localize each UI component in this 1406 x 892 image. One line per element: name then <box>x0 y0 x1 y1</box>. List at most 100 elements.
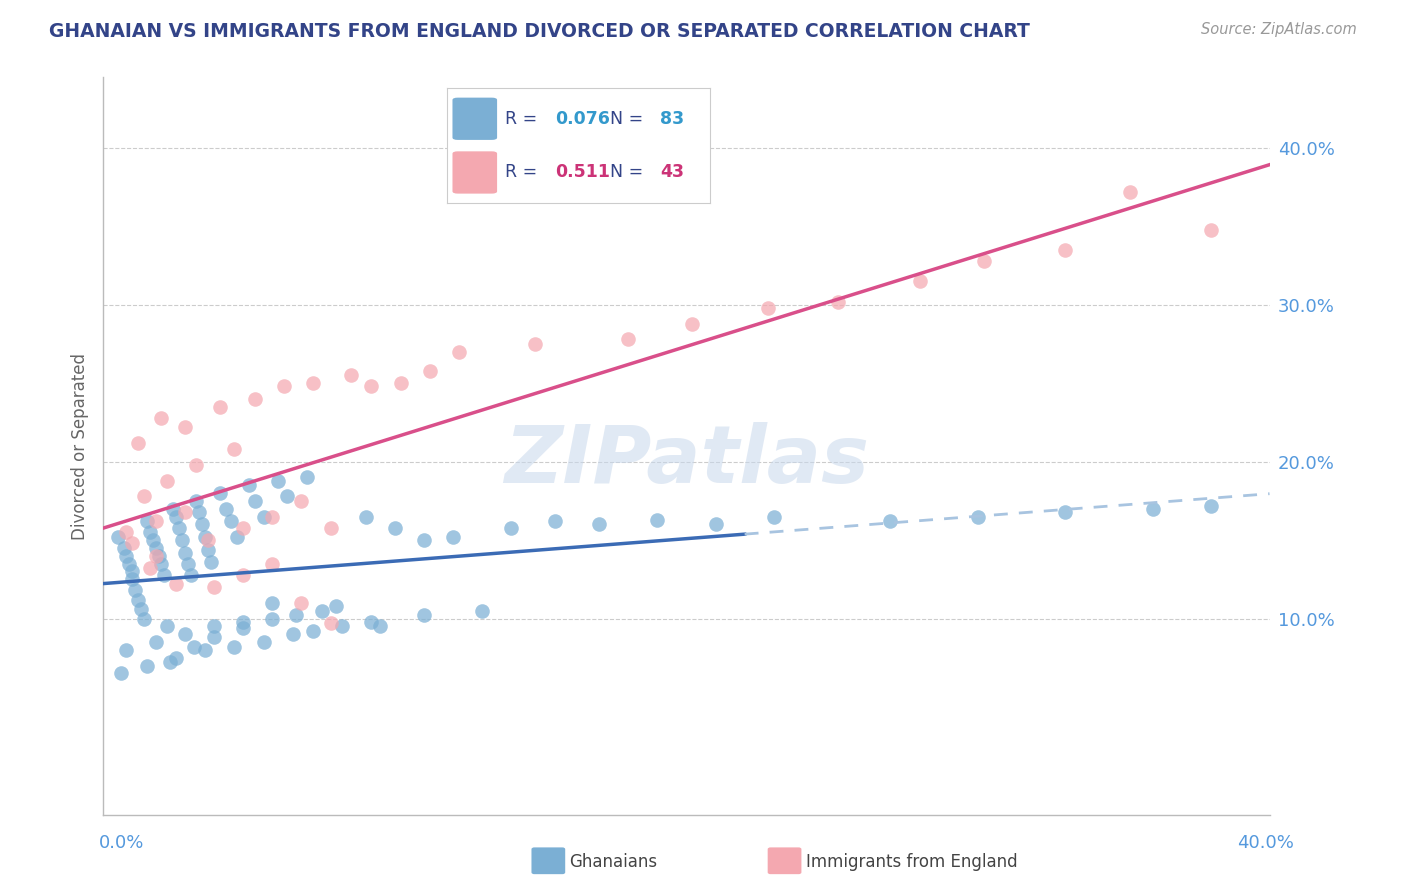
Point <box>121 565 143 579</box>
Point <box>132 611 155 625</box>
Point <box>129 602 152 616</box>
Point <box>325 599 347 613</box>
Point <box>135 514 157 528</box>
Point <box>384 520 406 534</box>
Point <box>252 635 274 649</box>
Point <box>389 376 412 391</box>
Point <box>121 536 143 550</box>
Point <box>1054 243 1077 257</box>
Point <box>167 520 190 534</box>
Text: 0.0%: 0.0% <box>98 834 143 852</box>
Point <box>340 368 363 383</box>
Point <box>224 640 246 654</box>
Point <box>121 572 143 586</box>
Point <box>412 533 434 547</box>
Point <box>232 520 254 534</box>
Point <box>107 530 129 544</box>
Point <box>145 541 167 555</box>
Point <box>756 301 779 315</box>
Point <box>115 549 138 563</box>
Point <box>252 509 274 524</box>
Text: Ghanaians: Ghanaians <box>569 853 658 871</box>
Point <box>262 611 284 625</box>
Point <box>170 533 193 547</box>
Point <box>173 420 195 434</box>
Point <box>194 530 217 544</box>
Point <box>967 509 990 524</box>
Point <box>267 474 290 488</box>
Point <box>186 458 208 472</box>
Point <box>115 643 138 657</box>
Point <box>176 557 198 571</box>
Point <box>221 514 243 528</box>
Point <box>124 583 146 598</box>
Point <box>197 533 219 547</box>
Point <box>145 549 167 563</box>
Point <box>412 608 434 623</box>
Point <box>110 666 132 681</box>
Point <box>139 561 162 575</box>
Point <box>127 592 149 607</box>
Point <box>243 392 266 406</box>
Point <box>1118 185 1140 199</box>
Point <box>276 489 298 503</box>
Point <box>368 619 391 633</box>
Text: Immigrants from England: Immigrants from England <box>806 853 1018 871</box>
Point <box>419 364 441 378</box>
Point <box>202 580 225 594</box>
Point <box>262 557 284 571</box>
Point <box>162 501 184 516</box>
Point <box>311 604 333 618</box>
Point <box>202 631 225 645</box>
Point <box>142 533 165 547</box>
Point <box>148 549 170 563</box>
Point <box>186 494 208 508</box>
Point <box>173 627 195 641</box>
Point <box>302 376 325 391</box>
Point <box>150 557 173 571</box>
Point <box>173 505 195 519</box>
Point <box>214 501 236 516</box>
Point <box>645 513 668 527</box>
Point <box>132 489 155 503</box>
Point <box>180 567 202 582</box>
Point <box>232 567 254 582</box>
Point <box>471 604 494 618</box>
Text: Source: ZipAtlas.com: Source: ZipAtlas.com <box>1201 22 1357 37</box>
Point <box>224 442 246 457</box>
Point <box>354 509 377 524</box>
Point <box>183 640 205 654</box>
Point <box>165 650 187 665</box>
Text: GHANAIAN VS IMMIGRANTS FROM ENGLAND DIVORCED OR SEPARATED CORRELATION CHART: GHANAIAN VS IMMIGRANTS FROM ENGLAND DIVO… <box>49 22 1031 41</box>
Point <box>156 619 179 633</box>
Text: 40.0%: 40.0% <box>1237 834 1294 852</box>
Point <box>191 517 214 532</box>
Point <box>194 643 217 657</box>
Point <box>908 274 931 288</box>
Point <box>617 332 640 346</box>
Point <box>302 624 325 638</box>
Point <box>447 345 470 359</box>
Point <box>135 658 157 673</box>
Point <box>290 494 312 508</box>
Point <box>188 505 211 519</box>
Point <box>1142 501 1164 516</box>
Point <box>145 514 167 528</box>
Point <box>297 470 319 484</box>
Point <box>153 567 176 582</box>
Point <box>284 608 307 623</box>
Text: ZIPatlas: ZIPatlas <box>503 422 869 500</box>
Point <box>208 400 231 414</box>
Point <box>127 435 149 450</box>
Point <box>115 525 138 540</box>
Point <box>441 530 464 544</box>
Point <box>879 514 901 528</box>
Point <box>165 577 187 591</box>
Point <box>238 478 260 492</box>
Point <box>319 616 342 631</box>
Point <box>501 520 523 534</box>
Point <box>173 546 195 560</box>
Point <box>1199 499 1222 513</box>
Point <box>226 530 249 544</box>
Point <box>762 509 785 524</box>
